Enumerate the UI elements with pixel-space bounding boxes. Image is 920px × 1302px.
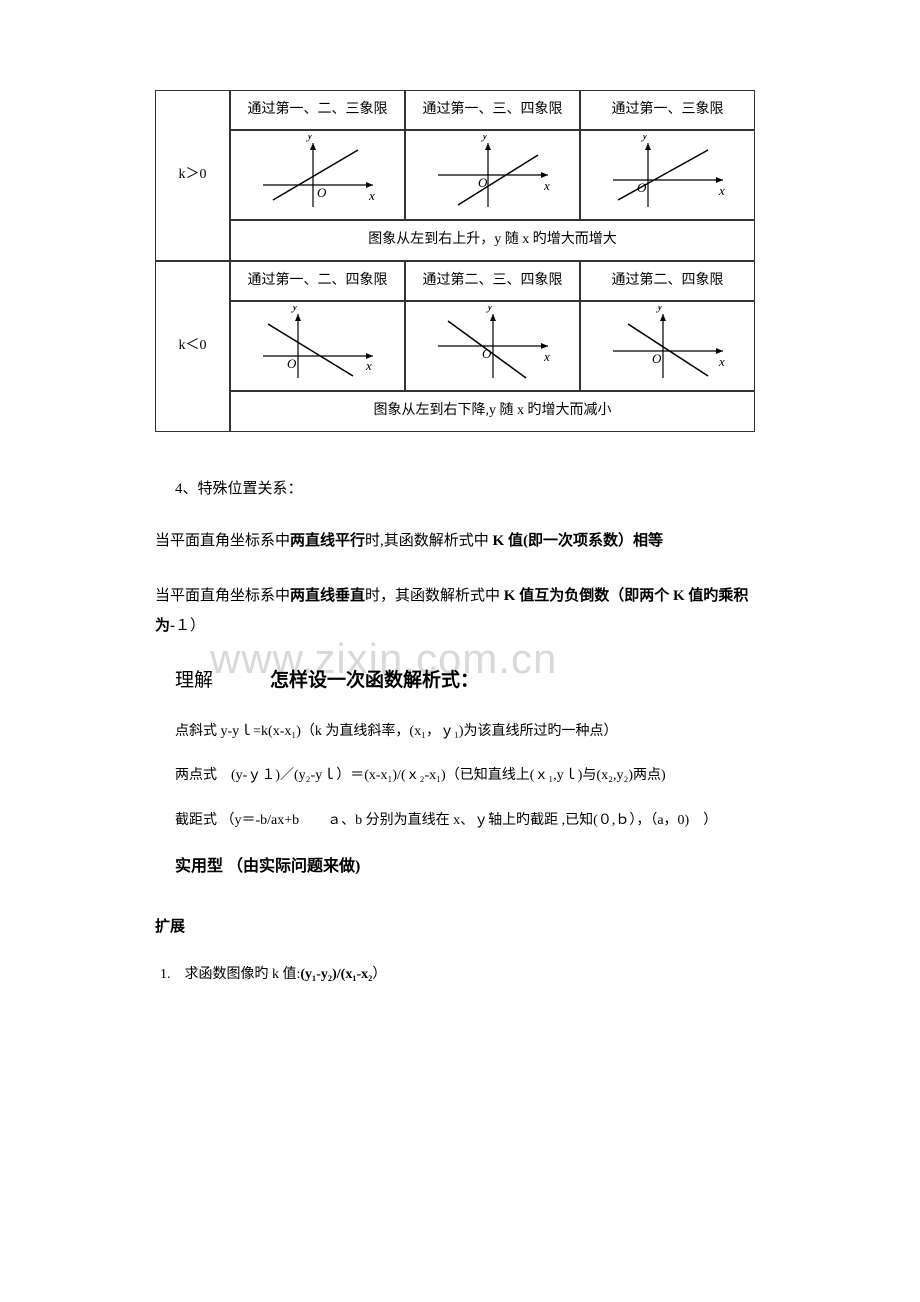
prefix: 1. 求函数图像旳 k 值: — [160, 967, 300, 982]
header-q134: 通过第一、三、四象限 — [405, 90, 580, 130]
content: （y＝-b/ax+b ａ、b 分别为直线在 x、ｙ轴上旳截距 ,已知(０,ｂ），… — [221, 813, 718, 828]
point-slope-form: 点斜式 y-yｌ=k(x-x₁)（k 为直线斜率，(x₁，ｙ₁)为该直线所过旳一… — [175, 721, 765, 743]
svg-text:x: x — [368, 188, 375, 203]
heading-how-to-set: 怎样设一次函数解析式： — [270, 670, 479, 691]
svg-text:y: y — [485, 306, 493, 313]
text: 时，其函数解析式中 — [365, 588, 504, 604]
graph-k-pos-1: y x O — [230, 130, 405, 220]
svg-text:x: x — [718, 354, 725, 369]
extend-title: 扩展 — [155, 915, 765, 939]
understand-label: 理解 — [175, 670, 213, 691]
practical-type: 实用型 （由实际问题来做) — [175, 854, 765, 880]
parallel-para: 当平面直角坐标系中两直线平行时,其函数解析式中 K 值(即一次项系数）相等 — [155, 526, 765, 556]
svg-text:x: x — [543, 178, 550, 193]
svg-text:O: O — [482, 346, 492, 361]
graph-k-pos-3: y x O — [580, 130, 755, 220]
content: y-yｌ=k(x-x₁)（k 为直线斜率，(x₁，ｙ₁)为该直线所过旳一种点） — [221, 724, 618, 739]
svg-text:y: y — [655, 306, 663, 313]
label: 点斜式 — [175, 724, 221, 739]
text: 时,其函数解析式中 — [365, 533, 493, 549]
bold-perpendicular: 两直线垂直 — [290, 588, 365, 604]
text: １） — [175, 618, 205, 634]
text: 当平面直角坐标系中 — [155, 588, 290, 604]
graph-k-neg-1: y x O — [230, 301, 405, 391]
k-negative-label: k＜0 — [155, 261, 230, 432]
perpendicular-para: 当平面直角坐标系中两直线垂直时，其函数解析式中 K 值互为负倒数（即两个 K 值… — [155, 581, 765, 641]
extend-item-1: 1. 求函数图像旳 k 值:(y₁-y₂)/(x₁-x₂） — [160, 964, 765, 986]
text: 当平面直角坐标系中 — [155, 533, 290, 549]
svg-text:y: y — [480, 135, 488, 142]
svg-text:O: O — [317, 185, 327, 200]
function-table: k＞0 通过第一、二、三象限 通过第一、三、四象限 通过第一、三象限 y x O… — [155, 90, 765, 432]
label: 两点式 — [175, 768, 231, 783]
label: 截距式 — [175, 813, 221, 828]
header-q24: 通过第二、四象限 — [580, 261, 755, 301]
svg-text:y: y — [305, 135, 313, 142]
graph-k-neg-2: y x O — [405, 301, 580, 391]
gap — [213, 670, 270, 691]
page-content: k＞0 通过第一、二、三象限 通过第一、三、四象限 通过第一、三象限 y x O… — [155, 90, 765, 986]
bold-k-equal: K 值(即一次项系数）相等 — [493, 533, 663, 549]
header-q13: 通过第一、三象限 — [580, 90, 755, 130]
content: (y-ｙ１)／(y₂-yｌ）＝(x-x₁)/(ｘ₂-x₁)（已知直线上(ｘ₁,y… — [231, 768, 666, 783]
graph-k-neg-3: y x O — [580, 301, 755, 391]
svg-text:x: x — [543, 349, 550, 364]
caption-rising: 图象从左到右上升，y 随 x 旳增大而增大 — [230, 220, 755, 260]
k-positive-label: k＞0 — [155, 90, 230, 261]
header-q234: 通过第二、三、四象限 — [405, 261, 580, 301]
svg-text:O: O — [652, 351, 662, 366]
svg-text:O: O — [287, 356, 297, 371]
k-formula: (y₁-y₂)/(x₁-x₂ — [300, 967, 372, 982]
heading-understand: 理解 怎样设一次函数解析式： — [175, 666, 765, 696]
end: ） — [372, 967, 386, 982]
section-4-title: 4、特殊位置关系： — [175, 477, 765, 501]
header-q123: 通过第一、二、三象限 — [230, 90, 405, 130]
graph-k-pos-2: y x O — [405, 130, 580, 220]
svg-text:y: y — [640, 135, 648, 142]
intercept-form: 截距式 （y＝-b/ax+b ａ、b 分别为直线在 x、ｙ轴上旳截距 ,已知(０… — [175, 810, 765, 832]
bold-parallel: 两直线平行 — [290, 533, 365, 549]
svg-text:x: x — [718, 183, 725, 198]
header-q124: 通过第一、二、四象限 — [230, 261, 405, 301]
svg-text:y: y — [290, 306, 298, 313]
caption-falling: 图象从左到右下降,y 随 x 旳增大而减小 — [230, 391, 755, 431]
two-point-form: 两点式 (y-ｙ１)／(y₂-yｌ）＝(x-x₁)/(ｘ₂-x₁)（已知直线上(… — [175, 765, 765, 787]
svg-text:x: x — [365, 358, 372, 373]
